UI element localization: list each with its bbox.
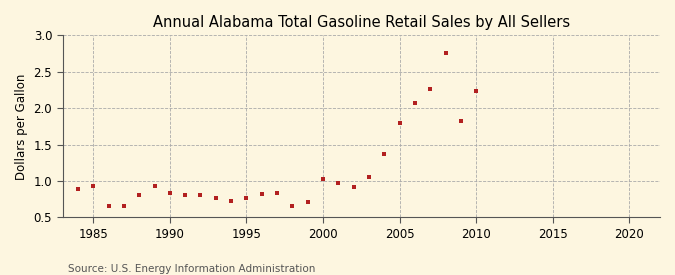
Point — [318, 177, 329, 181]
Point — [119, 204, 130, 208]
Point — [348, 185, 359, 190]
Point — [271, 190, 282, 195]
Point — [134, 193, 144, 198]
Text: Source: U.S. Energy Information Administration: Source: U.S. Energy Information Administ… — [68, 264, 315, 274]
Point — [364, 174, 375, 179]
Title: Annual Alabama Total Gasoline Retail Sales by All Sellers: Annual Alabama Total Gasoline Retail Sal… — [153, 15, 570, 30]
Point — [425, 87, 435, 91]
Point — [333, 181, 344, 185]
Point — [302, 200, 313, 204]
Point — [440, 51, 451, 55]
Point — [88, 184, 99, 188]
Point — [456, 118, 466, 123]
Point — [211, 196, 221, 200]
Point — [287, 204, 298, 209]
Point — [149, 184, 160, 188]
Y-axis label: Dollars per Gallon: Dollars per Gallon — [15, 73, 28, 180]
Point — [225, 198, 236, 203]
Point — [256, 192, 267, 196]
Point — [241, 196, 252, 200]
Point — [72, 187, 83, 191]
Point — [103, 204, 114, 209]
Point — [195, 193, 206, 198]
Point — [470, 89, 481, 94]
Point — [180, 192, 190, 197]
Point — [394, 120, 405, 125]
Point — [410, 101, 421, 105]
Point — [165, 191, 176, 196]
Point — [379, 152, 389, 156]
